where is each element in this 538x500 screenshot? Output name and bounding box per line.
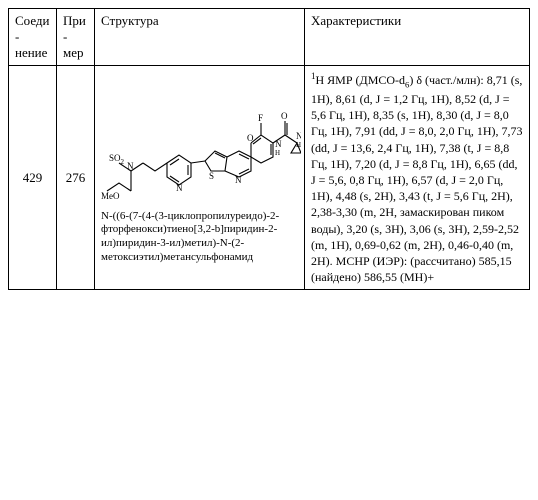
table-row: 429 276 — [9, 66, 530, 290]
label-so2: SO2 — [109, 153, 125, 166]
compound-name: N-((6-(7-(4-(3-циклопропилуреидо)-2-фтор… — [101, 210, 298, 265]
label-nh1: N — [275, 139, 282, 149]
nmr-rest: H ЯМР (ДМСО-d — [316, 73, 406, 87]
compound-table: Соеди-нение При-мер Структура Характерис… — [8, 8, 530, 290]
label-o2: O — [281, 111, 288, 121]
header-structure: Структура — [95, 9, 305, 66]
label-n3: N — [235, 175, 242, 185]
header-row: Соеди-нение При-мер Структура Характерис… — [9, 9, 530, 66]
cell-structure: MeO N SO2 N S N O F N H O N H — [95, 66, 305, 290]
label-n2: N — [176, 183, 183, 193]
structure-diagram: MeO N SO2 N S N O F N H O N H — [101, 91, 301, 206]
header-example: При-мер — [57, 9, 95, 66]
cell-example: 276 — [57, 66, 95, 290]
label-f: F — [258, 113, 263, 123]
characteristics-text: 1H ЯМР (ДМСО-d6) δ (част./млн): 8,71 (s,… — [311, 70, 523, 285]
header-compound: Соеди-нение — [9, 9, 57, 66]
cell-characteristics: 1H ЯМР (ДМСО-d6) δ (част./млн): 8,71 (s,… — [305, 66, 530, 290]
header-characteristics: Характеристики — [305, 9, 530, 66]
label-h2: H — [296, 141, 301, 149]
label-s: S — [209, 171, 214, 181]
label-n1: N — [127, 161, 134, 171]
label-meo: MeO — [101, 191, 120, 201]
label-nh2: N — [296, 131, 301, 141]
nmr-body: δ (част./млн): 8,71 (s, 1H), 8,61 (d, J … — [311, 73, 522, 284]
nmr-close: ) — [409, 73, 413, 87]
label-o1: O — [247, 133, 254, 143]
cell-compound: 429 — [9, 66, 57, 290]
label-h1: H — [275, 149, 280, 157]
